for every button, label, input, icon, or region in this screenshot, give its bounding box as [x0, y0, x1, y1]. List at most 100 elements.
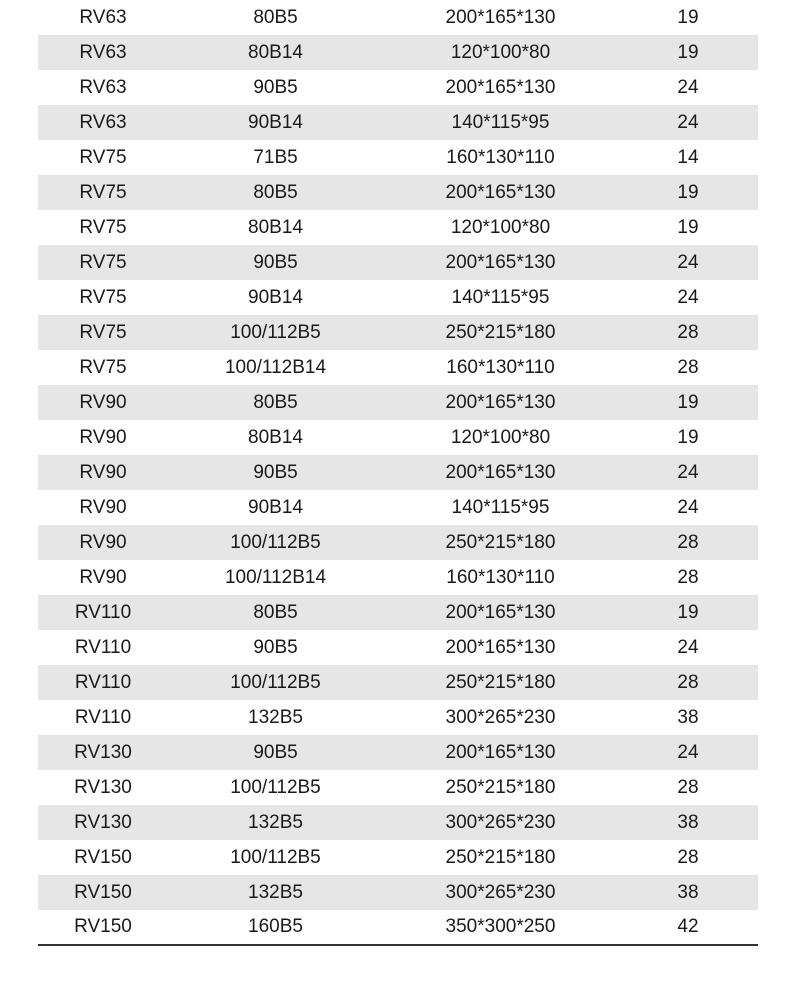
table-cell: 300*265*230 [383, 875, 618, 910]
table-cell: 120*100*80 [383, 35, 618, 70]
table-cell: 24 [618, 280, 758, 315]
table-row: RV13090B5200*165*13024 [38, 735, 758, 770]
table-cell: RV75 [38, 280, 168, 315]
table-cell: RV110 [38, 665, 168, 700]
table-row: RV7590B14140*115*9524 [38, 280, 758, 315]
table-cell: 38 [618, 875, 758, 910]
table-cell: 28 [618, 350, 758, 385]
table-cell: 160*130*110 [383, 140, 618, 175]
table-cell: RV110 [38, 595, 168, 630]
table-cell: RV75 [38, 315, 168, 350]
table-cell: RV130 [38, 735, 168, 770]
table-cell: RV90 [38, 385, 168, 420]
table-row: RV90100/112B14160*130*11028 [38, 560, 758, 595]
table-cell: RV90 [38, 490, 168, 525]
table-cell: 38 [618, 700, 758, 735]
table-cell: 90B5 [168, 455, 383, 490]
table-cell: 24 [618, 70, 758, 105]
table-cell: RV90 [38, 455, 168, 490]
table-cell: 19 [618, 385, 758, 420]
table-cell: 120*100*80 [383, 420, 618, 455]
table-cell: 24 [618, 455, 758, 490]
table-row: RV7590B5200*165*13024 [38, 245, 758, 280]
table-row: RV11090B5200*165*13024 [38, 630, 758, 665]
table-cell: RV75 [38, 245, 168, 280]
table-cell: RV110 [38, 630, 168, 665]
table-cell: RV63 [38, 0, 168, 35]
table-cell: 80B14 [168, 35, 383, 70]
table-cell: 19 [618, 0, 758, 35]
table-cell: RV90 [38, 525, 168, 560]
table-cell: 132B5 [168, 875, 383, 910]
table-cell: RV63 [38, 35, 168, 70]
table-cell: 80B14 [168, 420, 383, 455]
table-row: RV110100/112B5250*215*18028 [38, 665, 758, 700]
table-cell: 140*115*95 [383, 490, 618, 525]
table-cell: RV63 [38, 70, 168, 105]
table-row: RV130132B5300*265*23038 [38, 805, 758, 840]
table-cell: 28 [618, 315, 758, 350]
table-cell: 250*215*180 [383, 525, 618, 560]
table-row: RV75100/112B14160*130*11028 [38, 350, 758, 385]
table-cell: 24 [618, 105, 758, 140]
table-cell: 100/112B14 [168, 350, 383, 385]
table-cell: RV150 [38, 910, 168, 945]
table-cell: RV90 [38, 560, 168, 595]
table-cell: 300*265*230 [383, 700, 618, 735]
table-cell: 24 [618, 630, 758, 665]
table-cell: 120*100*80 [383, 210, 618, 245]
table-cell: 19 [618, 175, 758, 210]
spec-table-body: RV6380B5200*165*13019RV6380B14120*100*80… [38, 0, 758, 945]
table-cell: RV75 [38, 350, 168, 385]
table-cell: 350*300*250 [383, 910, 618, 945]
spec-table-container: RV6380B5200*165*13019RV6380B14120*100*80… [38, 0, 758, 946]
table-cell: RV63 [38, 105, 168, 140]
table-row: RV150132B5300*265*23038 [38, 875, 758, 910]
table-cell: 90B5 [168, 245, 383, 280]
table-row: RV6390B5200*165*13024 [38, 70, 758, 105]
table-cell: 14 [618, 140, 758, 175]
table-cell: RV130 [38, 805, 168, 840]
table-row: RV6380B14120*100*8019 [38, 35, 758, 70]
table-row: RV150100/112B5250*215*18028 [38, 840, 758, 875]
table-row: RV9090B5200*165*13024 [38, 455, 758, 490]
table-cell: 160B5 [168, 910, 383, 945]
table-cell: 80B5 [168, 0, 383, 35]
table-row: RV7580B5200*165*13019 [38, 175, 758, 210]
table-cell: 132B5 [168, 700, 383, 735]
table-cell: 100/112B5 [168, 770, 383, 805]
table-cell: 28 [618, 665, 758, 700]
table-cell: 90B14 [168, 280, 383, 315]
table-row: RV7580B14120*100*8019 [38, 210, 758, 245]
table-cell: 80B5 [168, 175, 383, 210]
table-cell: RV90 [38, 420, 168, 455]
table-cell: RV75 [38, 210, 168, 245]
table-cell: 80B14 [168, 210, 383, 245]
table-cell: 132B5 [168, 805, 383, 840]
table-cell: 160*130*110 [383, 560, 618, 595]
table-cell: 24 [618, 245, 758, 280]
table-cell: 200*165*130 [383, 735, 618, 770]
table-cell: 19 [618, 420, 758, 455]
table-row: RV9090B14140*115*9524 [38, 490, 758, 525]
table-cell: 80B5 [168, 595, 383, 630]
table-cell: 19 [618, 35, 758, 70]
table-row: RV6380B5200*165*13019 [38, 0, 758, 35]
table-row: RV11080B5200*165*13019 [38, 595, 758, 630]
table-cell: 140*115*95 [383, 105, 618, 140]
table-row: RV7571B5160*130*11014 [38, 140, 758, 175]
table-cell: 38 [618, 805, 758, 840]
table-cell: 100/112B5 [168, 840, 383, 875]
table-cell: RV75 [38, 175, 168, 210]
table-cell: 160*130*110 [383, 350, 618, 385]
table-cell: RV75 [38, 140, 168, 175]
table-cell: 100/112B5 [168, 525, 383, 560]
table-cell: 200*165*130 [383, 70, 618, 105]
table-row: RV6390B14140*115*9524 [38, 105, 758, 140]
table-row: RV9080B14120*100*8019 [38, 420, 758, 455]
table-cell: RV110 [38, 700, 168, 735]
table-row: RV110132B5300*265*23038 [38, 700, 758, 735]
table-cell: 100/112B5 [168, 665, 383, 700]
table-cell: 200*165*130 [383, 245, 618, 280]
table-cell: 24 [618, 735, 758, 770]
